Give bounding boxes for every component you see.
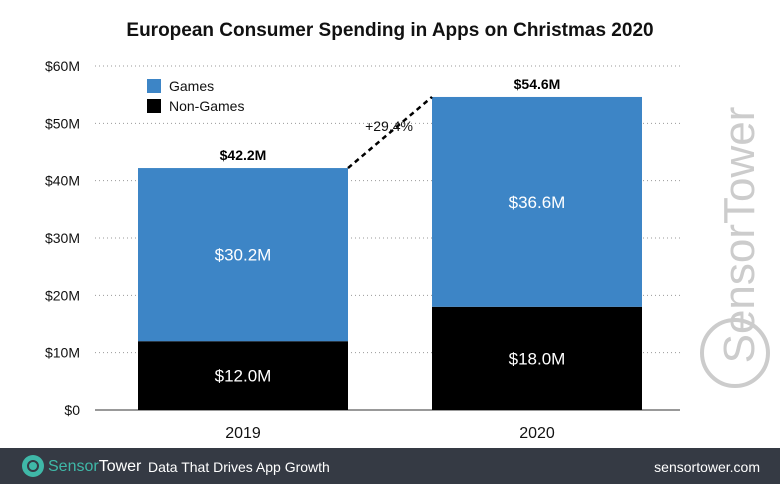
x-tick-label: 2019 [225,425,261,442]
brand-tower: Tower [98,458,142,475]
y-tick-label: $20M [45,287,80,303]
legend-games-label: Games [169,78,215,94]
y-tick-label: $50M [45,115,80,131]
bar-games-2020 [432,96,642,307]
legend: Games Non-Games [147,76,244,116]
chart-title: European Consumer Spending in Apps on Ch… [126,20,654,41]
footer-brand: SensorTower [48,458,141,476]
brand-sensor: Sensor [48,458,99,475]
watermark-logo-icon [700,318,770,388]
legend-games: Games [147,76,244,96]
footer-tagline: Data That Drives App Growth [148,459,330,475]
y-tick-label: $40M [45,173,80,189]
chart: $0 $10M $20M $30M $40M $50M $60M $12.0M $30.2M $4… [45,58,680,442]
y-tick-label: $30M [45,230,80,246]
footer-url[interactable]: sensortower.com [654,459,760,475]
footer: SensorTower Data That Drives App Growth … [0,448,780,484]
y-tick-label: $10M [45,345,80,361]
bar-non-games-2020 [432,306,642,410]
bar-value-label: $36.6M [509,193,566,212]
bar-value-label: $12.0M [215,367,272,386]
bar-non-games-2019 [138,341,348,410]
growth-line [347,96,433,170]
bar-games-2019 [138,168,348,342]
bar-value-label: $18.0M [509,349,566,368]
growth-label: +29.4% [365,118,413,134]
total-label: $42.2M [220,147,267,163]
y-tick-label: $0 [64,402,80,418]
total-label: $54.6M [514,76,561,92]
legend-non-games-label: Non-Games [169,98,245,114]
y-tick-label: $60M [45,58,80,74]
bar-value-label: $30.2M [215,246,272,265]
x-tick-label: 2020 [519,425,555,442]
legend-non-games: Non-Games [147,96,244,116]
sensortower-logo-icon [22,455,44,477]
